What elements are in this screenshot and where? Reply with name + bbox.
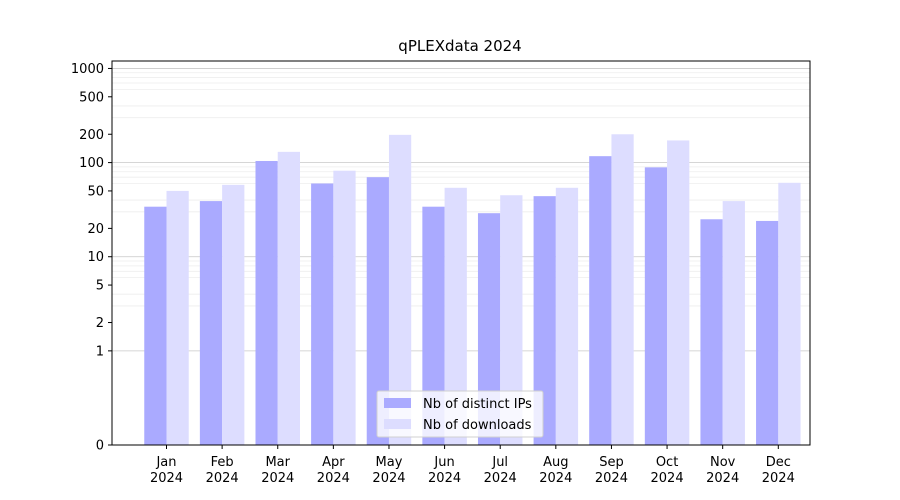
bar-downloads <box>667 140 690 445</box>
x-tick-label-month: Dec <box>766 455 791 470</box>
legend-swatch-ips <box>384 398 411 408</box>
bar-ips <box>700 219 723 445</box>
x-tick-label-month: May <box>376 455 403 470</box>
bar-ips <box>366 177 389 446</box>
x-tick-label-year: 2024 <box>539 471 572 486</box>
y-tick-label: 200 <box>79 128 104 143</box>
x-tick-label-month: Mar <box>265 455 290 470</box>
bar-downloads <box>333 170 356 445</box>
bar-downloads <box>166 190 189 445</box>
y-tick-label: 500 <box>79 90 104 105</box>
bar-downloads <box>388 134 412 445</box>
axes: 01251020501002005001000Jan2024Feb2024Mar… <box>71 60 811 486</box>
x-tick-label-month: Jun <box>433 455 454 470</box>
x-tick-label-month: Apr <box>322 455 345 470</box>
x-tick-label-year: 2024 <box>206 471 239 486</box>
bar-downloads <box>444 187 467 445</box>
bars <box>144 134 801 446</box>
bar-downloads <box>778 182 801 445</box>
x-tick-label-year: 2024 <box>428 471 461 486</box>
x-tick-label-year: 2024 <box>762 471 795 486</box>
y-tick-label: 50 <box>87 184 104 199</box>
bar-ips <box>589 156 612 445</box>
bar-ips <box>533 196 556 445</box>
y-tick-label: 20 <box>87 222 104 237</box>
x-tick-label-year: 2024 <box>317 471 350 486</box>
y-tick-label: 5 <box>96 279 104 294</box>
y-tick-label: 0 <box>96 439 104 454</box>
x-tick-label-month: Jan <box>155 455 176 470</box>
chart-title: qPLEXdata 2024 <box>398 37 521 55</box>
bar-ips <box>422 206 445 445</box>
legend-box <box>376 390 544 438</box>
bar-ips <box>644 167 668 446</box>
x-tick-label-year: 2024 <box>372 471 405 486</box>
legend-label-ips: Nb of distinct IPs <box>423 397 532 412</box>
bar-downloads <box>722 201 745 445</box>
bar-downloads <box>500 195 523 445</box>
x-tick-label-month: Sep <box>599 455 624 470</box>
y-tick-label: 2 <box>96 316 104 331</box>
x-tick-label-year: 2024 <box>261 471 294 486</box>
bar-downloads <box>611 134 634 445</box>
x-tick-label-month: Aug <box>543 455 568 470</box>
y-tick-label: 100 <box>79 156 104 171</box>
legend-label-downloads: Nb of downloads <box>423 418 532 433</box>
x-tick-label-year: 2024 <box>150 471 183 486</box>
bar-ips <box>144 206 167 445</box>
x-tick-label-year: 2024 <box>595 471 628 486</box>
x-tick-label-year: 2024 <box>706 471 739 486</box>
bar-ips <box>756 220 779 445</box>
y-tick-label: 1000 <box>71 62 104 77</box>
x-tick-label-month: Jul <box>491 455 508 470</box>
bar-ips <box>255 160 278 445</box>
bar-downloads <box>555 187 579 445</box>
bar-ips <box>477 213 501 445</box>
x-tick-label-month: Oct <box>656 455 678 470</box>
x-tick-label-year: 2024 <box>651 471 684 486</box>
x-tick-label-month: Nov <box>710 455 736 470</box>
legend-swatch-downloads <box>384 419 411 429</box>
plot-frame <box>111 60 811 446</box>
bar-downloads <box>222 184 245 445</box>
x-tick-label-year: 2024 <box>484 471 517 486</box>
y-tick-label: 10 <box>87 250 104 265</box>
bar-ips <box>311 183 334 445</box>
bar-ips <box>199 201 223 445</box>
y-tick-label: 1 <box>96 344 104 359</box>
x-tick-label-month: Feb <box>211 455 234 470</box>
legend: Nb of distinct IPs Nb of downloads <box>376 390 544 438</box>
bar-downloads <box>277 151 300 446</box>
